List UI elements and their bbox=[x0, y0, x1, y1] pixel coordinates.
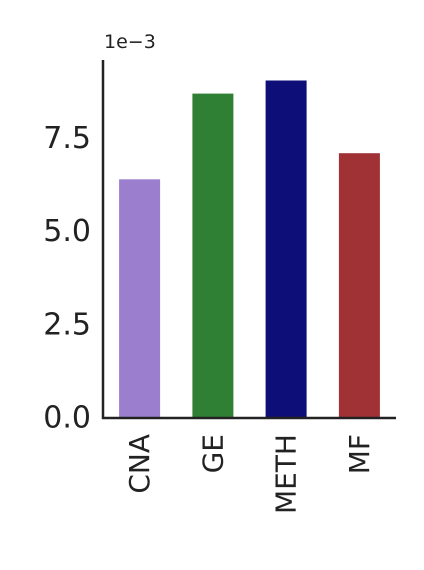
y-tick-label: 7.5 bbox=[43, 121, 91, 156]
bar-ge bbox=[192, 93, 234, 418]
x-tick-label-meth: METH bbox=[270, 434, 303, 514]
bar-cna bbox=[119, 179, 161, 418]
y-tick-label: 2.5 bbox=[43, 307, 91, 342]
y-tick-label: 0.0 bbox=[43, 401, 91, 436]
x-axis-ticks: CNA GE METH MF bbox=[123, 434, 376, 514]
bar-meth bbox=[265, 80, 307, 418]
bars-group bbox=[119, 80, 380, 418]
x-tick-label-cna: CNA bbox=[123, 434, 156, 494]
y-tick-label: 5.0 bbox=[43, 214, 91, 249]
x-tick-label-ge: GE bbox=[196, 434, 229, 473]
y-axis-ticks: 0.0 2.5 5.0 7.5 bbox=[43, 121, 91, 436]
bar-mf bbox=[338, 153, 380, 418]
x-tick-label-mf: MF bbox=[343, 434, 376, 474]
y-axis-multiplier-label: 1e−3 bbox=[104, 31, 156, 53]
